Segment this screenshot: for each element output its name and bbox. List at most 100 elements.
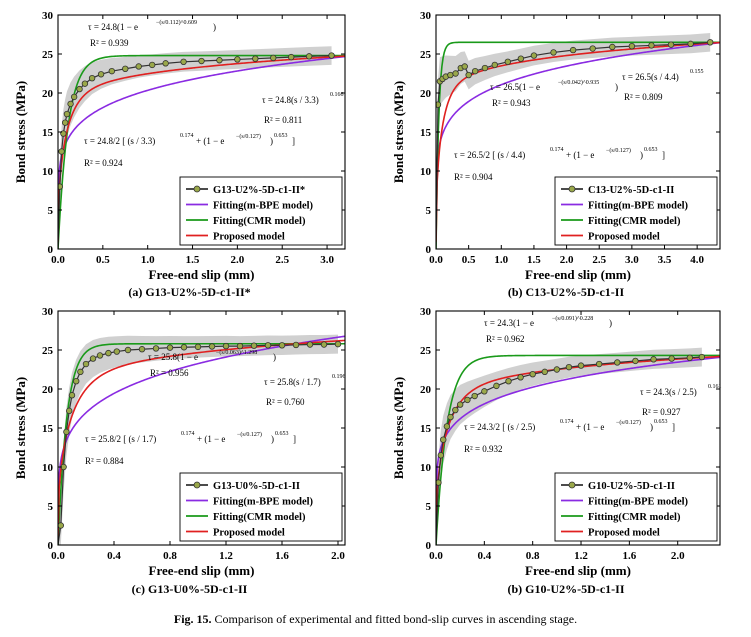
caption-label: Fig. 15. <box>173 612 212 626</box>
legend-marker <box>568 185 576 193</box>
experimental-point <box>530 52 538 59</box>
annotation-eq3: τ = 24.8/2 [ (s / 3.3) 0.174 + (1 − e −(s/0… <box>84 133 295 168</box>
experimental-point <box>667 41 675 48</box>
eq-proposed-text: τ = 26.5/2 [ (s / 4.4) <box>454 150 525 160</box>
experimental-point <box>565 363 573 371</box>
experimental-point <box>668 355 675 362</box>
plot-area <box>436 32 720 249</box>
panel-subtitle: (b) G10-U2%-5D-c1-II <box>508 582 625 596</box>
experimental-point <box>504 58 512 65</box>
annotation-eq2: τ = 25.8(s / 1.7) 0.196 R² = 0.760 <box>264 374 346 407</box>
experimental-point <box>447 71 454 79</box>
x-tick-label: 0.0 <box>51 254 65 266</box>
experimental-point <box>63 110 71 118</box>
y-axis-title: Bond stress (MPa) <box>13 81 28 183</box>
panel-subtitle: (b) C13-U2%-5D-c1-II <box>508 285 625 299</box>
experimental-point <box>124 346 132 354</box>
y-tick-label: 25 <box>42 49 54 61</box>
eq-proposed-r2: R² = 0.924 <box>84 158 123 168</box>
experimental-point <box>471 392 478 400</box>
experimental-point <box>609 43 616 51</box>
experimental-point <box>166 344 174 351</box>
y-axis-title: Bond stress (MPa) <box>13 377 28 479</box>
eq-cmr-exponent: −(s/0.042)^0.935 <box>558 79 599 86</box>
x-tick-label: 0.0 <box>51 550 65 562</box>
mbpe-curve <box>436 356 720 528</box>
legend-label: Fitting(CMR model) <box>213 216 306 227</box>
experimental-point <box>628 43 636 50</box>
x-tick-label: 0.0 <box>429 550 443 562</box>
eq-cmr-close: ) <box>615 82 618 92</box>
y-tick-label: 20 <box>420 384 432 396</box>
experimental-point <box>234 56 241 63</box>
eq-mbpe-text: τ = 26.5(s / 4.4) <box>622 72 679 82</box>
experimental-point <box>236 342 244 350</box>
chart-panel-a: 0 5 10 15 20 25 30 0.0 0.5 1.0 1.5 2.0 2.5 3.0 Free-en… <box>13 10 346 299</box>
proposed-curve <box>58 55 345 242</box>
experimental-point <box>89 355 97 362</box>
y-tick-label: 5 <box>426 501 432 513</box>
eq-cmr-r2: R² = 0.956 <box>150 368 189 378</box>
y-tick-label: 20 <box>42 384 54 396</box>
annotation-eq2: τ = 26.5(s / 4.4) 0.155 R² = 0.809 <box>622 69 704 102</box>
eq-proposed-text2: + (1 − e <box>197 434 225 444</box>
eq-proposed-close: ) <box>270 136 273 146</box>
eq-proposed-bracket: ] <box>662 150 665 160</box>
eq-cmr-text: τ = 25.8(1 − e <box>148 352 198 362</box>
experimental-point <box>595 360 603 368</box>
scatter-band <box>58 334 338 545</box>
y-tick-label: 0 <box>426 540 432 552</box>
y-tick-label: 10 <box>420 462 432 474</box>
legend-label: Fitting(CMR model) <box>213 512 306 523</box>
legend-label: Fitting(CMR model) <box>588 512 681 523</box>
eq-proposed-bracket: ] <box>672 422 675 432</box>
eq-mbpe-exponent: 0.166 <box>330 92 344 98</box>
experimental-point <box>541 368 548 376</box>
experimental-point <box>278 342 286 349</box>
experimental-point <box>452 406 459 414</box>
eq-cmr-r2: R² = 0.939 <box>90 38 129 48</box>
y-tick-label: 5 <box>48 205 54 217</box>
eq-proposed-exp3: 0.653 <box>274 133 288 139</box>
experimental-point <box>105 349 112 357</box>
y-tick-label: 15 <box>42 127 54 139</box>
legend-label: Fitting(CMR model) <box>588 216 681 227</box>
experimental-point <box>97 71 105 78</box>
y-tick-label: 0 <box>426 244 432 256</box>
experimental-point <box>88 74 96 82</box>
experimental-point <box>334 340 342 348</box>
eq-proposed-exp1: 0.174 <box>550 147 564 153</box>
experimental-point <box>208 343 216 350</box>
experimental-point <box>264 342 272 349</box>
eq-proposed-close: ) <box>650 422 653 432</box>
x-axis-title: Free-end slip (mm) <box>149 267 255 282</box>
experimental-point <box>650 356 657 363</box>
legend-label: C13-U2%-5D-c1-II <box>588 185 674 196</box>
eq-proposed-exp2: −(s/0.127) <box>616 419 641 426</box>
x-tick-label: 0.8 <box>526 550 540 562</box>
eq-proposed-exp3: 0.653 <box>644 147 658 153</box>
legend-label: Fitting(m-BPE model) <box>213 497 314 508</box>
annotation-eq1: τ = 24.8(1 − e −(s/0.112)^0.609) R² = 0.93… <box>88 19 216 48</box>
x-axis-title: Free-end slip (mm) <box>525 267 631 282</box>
y-tick-label: 5 <box>48 501 54 513</box>
legend-label: Fitting(m-BPE model) <box>213 201 314 212</box>
experimental-point <box>65 407 73 415</box>
y-tick-label: 5 <box>426 205 432 217</box>
experimental-point <box>577 362 585 369</box>
annotation-eq2: τ = 24.8(s / 3.3) 0.166 R² = 0.811 <box>262 92 344 125</box>
legend-label: G10-U2%-5D-c1-II <box>588 481 675 492</box>
eq-mbpe-text: τ = 25.8(s / 1.7) <box>264 377 321 387</box>
y-tick-label: 30 <box>42 306 54 318</box>
experimental-point <box>222 342 230 350</box>
x-tick-label: 2.0 <box>231 254 245 266</box>
x-tick-label: 2.5 <box>275 254 289 266</box>
x-tick-label: 1.2 <box>574 550 588 562</box>
eq-cmr-close: ) <box>609 318 612 328</box>
eq-cmr-r2: R² = 0.962 <box>486 334 525 344</box>
eq-cmr-exponent: −(s/0.091)^0.228 <box>552 315 593 322</box>
eq-proposed-text2: + (1 − e <box>566 150 594 160</box>
eq-proposed-close: ) <box>640 150 643 160</box>
eq-proposed-exp1: 0.174 <box>180 133 194 139</box>
